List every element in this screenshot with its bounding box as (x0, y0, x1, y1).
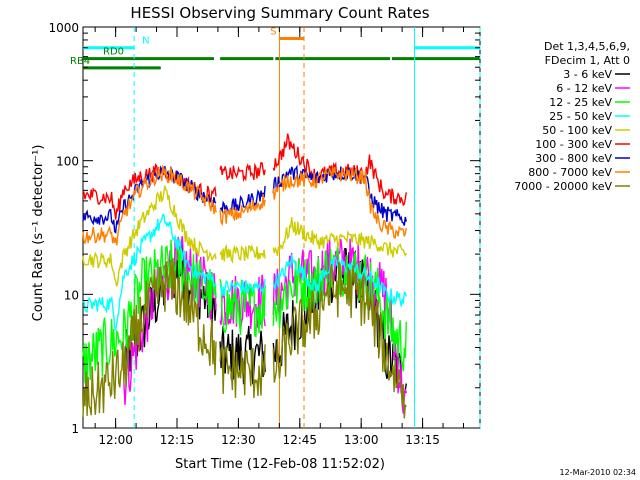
legend-entry-label: 800 - 7000 keV (528, 166, 612, 179)
legend-header-line-1: Det 1,3,4,5,6,9, (544, 40, 630, 53)
y-tick-label: 1000 (48, 21, 79, 35)
series-line-5 (82, 185, 407, 287)
annotation-label-s: S (270, 27, 276, 38)
x-tick-label: 12:00 (98, 433, 133, 447)
y-tick-label: 100 (56, 155, 79, 169)
x-tick-label: 12:45 (282, 433, 317, 447)
legend-header-line-2: FDecim 1, Att 0 (545, 54, 630, 67)
legend-entry-label: 12 - 25 keV (549, 96, 612, 109)
y-tick-label: 1 (71, 422, 79, 436)
legend-entry-label: 3 - 6 keV (563, 68, 612, 81)
legend: Det 1,3,4,5,6,9, FDecim 1, Att 0 3 - 6 k… (514, 40, 630, 193)
y-axis-label: Count Rate (s⁻¹ detector⁻¹) (31, 145, 46, 322)
x-tick-label: 13:00 (344, 433, 379, 447)
x-tick-label: 12:30 (221, 433, 256, 447)
annotation-bars: N S RD0 RB4 (70, 27, 480, 70)
legend-entry-label: 50 - 100 keV (542, 124, 612, 137)
footer-timestamp: 12-Mar-2010 02:34 (560, 468, 637, 477)
series-lines (82, 133, 407, 419)
annotation-label-n: N (142, 36, 149, 47)
series-line-9 (82, 258, 407, 419)
y-tick-label: 10 (64, 288, 79, 302)
x-axis-label: Start Time (12-Feb-08 11:52:02) (175, 457, 385, 472)
legend-entry-label: 100 - 300 keV (535, 138, 612, 151)
chart-title: HESSI Observing Summary Count Rates (130, 4, 429, 22)
series-line-8 (82, 164, 407, 246)
legend-entry-label: 300 - 800 keV (535, 152, 612, 165)
legend-entry-label: 7000 - 20000 keV (514, 180, 612, 193)
axis-ticks: 1 10 100 1000 12:00 12:15 12:30 12:45 13:00 13:15 (48, 21, 480, 447)
legend-entry-label: 6 - 12 keV (556, 82, 612, 95)
annotation-label-rd0: RD0 (103, 47, 124, 58)
annotation-label-rb4: RB4 (70, 56, 90, 67)
x-tick-label: 13:15 (405, 433, 440, 447)
x-tick-label: 12:15 (160, 433, 195, 447)
legend-entry-label: 25 - 50 keV (549, 110, 612, 123)
